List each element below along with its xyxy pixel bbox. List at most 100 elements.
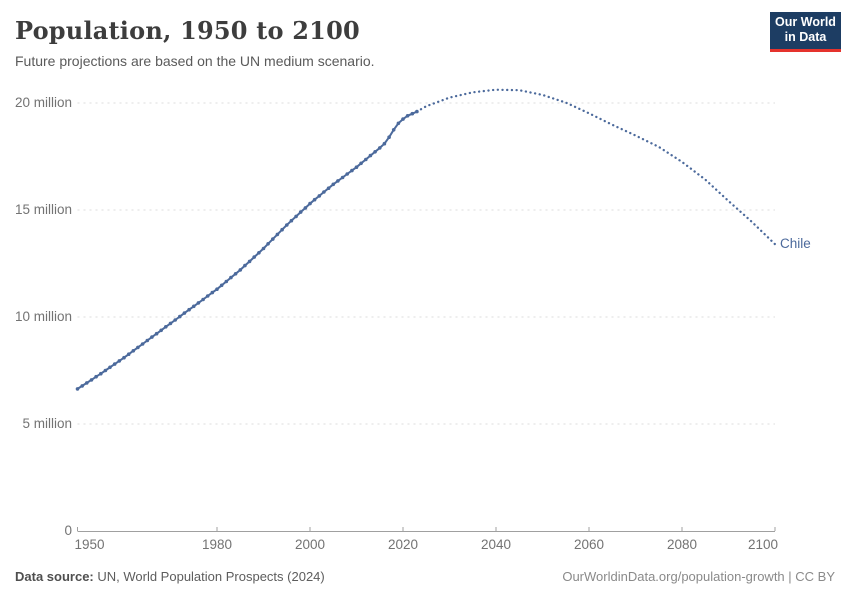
data-point-marker <box>224 279 229 284</box>
data-point-marker <box>285 223 289 227</box>
data-point-marker <box>215 287 219 292</box>
x-tick-label: 1950 <box>74 537 105 552</box>
data-point-marker <box>322 190 326 194</box>
data-point-marker <box>178 314 182 319</box>
data-point-marker <box>275 232 280 237</box>
data-point-marker <box>117 359 122 363</box>
data-point-marker <box>261 246 266 251</box>
owid-logo-line1: Our World <box>775 15 836 29</box>
data-point-marker <box>140 342 145 346</box>
data-point-marker <box>75 387 80 391</box>
projection-line <box>415 88 777 246</box>
data-point-marker <box>201 297 205 302</box>
data-point-marker <box>303 206 308 210</box>
data-point-marker <box>368 153 373 158</box>
data-point-marker <box>294 214 298 219</box>
data-point-marker <box>396 121 401 126</box>
owid-citation-link[interactable]: OurWorldinData.org/population-growth | C… <box>562 569 835 584</box>
data-point-marker <box>126 352 131 357</box>
x-tick-label: 2040 <box>480 537 512 552</box>
data-point-marker <box>331 182 336 187</box>
data-point-marker <box>405 114 410 118</box>
series-entity-label[interactable]: Chile <box>780 236 811 252</box>
x-tick-label: 2100 <box>747 537 779 552</box>
owid-logo-line2: in Data <box>784 30 827 44</box>
data-point-marker <box>391 128 396 132</box>
data-point-marker <box>196 301 201 305</box>
data-point-marker <box>233 272 238 276</box>
data-point-marker <box>122 355 126 360</box>
data-point-marker <box>229 275 233 280</box>
data-point-marker <box>182 311 187 315</box>
data-point-marker <box>378 146 382 150</box>
data-point-marker <box>312 197 317 202</box>
data-point-marker <box>271 237 275 241</box>
data-point-marker <box>136 345 140 350</box>
data-point-marker <box>410 111 415 116</box>
data-point-marker <box>354 165 359 169</box>
data-point-marker <box>336 179 340 183</box>
data-point-marker <box>257 251 261 255</box>
historical-line <box>76 110 418 390</box>
data-source-text: UN, World Population Prospects (2024) <box>93 569 325 584</box>
data-point-marker <box>219 283 224 288</box>
data-point-marker <box>108 365 112 370</box>
y-tick-label: 10 million <box>14 309 72 324</box>
data-point-marker <box>173 318 177 322</box>
data-point-marker <box>210 290 215 295</box>
data-point-marker <box>94 374 98 379</box>
data-point-marker <box>359 161 363 166</box>
x-tick-label: 2020 <box>387 537 419 552</box>
data-point-marker <box>89 378 94 382</box>
data-point-marker <box>364 157 368 162</box>
page-title: Population, 1950 to 2100 <box>15 16 360 45</box>
data-point-marker <box>103 368 108 373</box>
data-source-note: Data source: UN, World Population Prospe… <box>15 569 325 584</box>
data-source-label: Data source: <box>15 569 94 584</box>
data-point-marker <box>280 227 284 232</box>
data-point-marker <box>145 338 150 343</box>
data-point-marker <box>243 263 247 268</box>
data-point-marker <box>326 186 331 190</box>
data-point-marker <box>85 381 89 385</box>
data-point-marker <box>401 117 405 121</box>
data-point-marker <box>192 304 196 309</box>
data-point-marker <box>345 172 350 176</box>
y-tick-label: 20 million <box>14 95 72 110</box>
data-point-marker <box>131 349 136 353</box>
data-point-marker <box>159 328 163 333</box>
data-point-marker <box>266 242 270 246</box>
x-tick-label: 2000 <box>294 537 326 552</box>
data-point-marker <box>164 325 168 329</box>
data-point-marker <box>205 294 210 298</box>
data-point-marker <box>317 194 322 198</box>
data-point-marker <box>112 362 117 366</box>
x-tick-label: 2060 <box>573 537 605 552</box>
y-tick-label: 15 million <box>14 202 72 217</box>
data-point-marker <box>308 201 312 206</box>
data-point-marker <box>187 307 191 312</box>
x-tick-label: 2080 <box>666 537 698 552</box>
data-point-marker <box>350 168 354 173</box>
data-point-marker <box>382 141 387 146</box>
data-point-marker <box>252 255 256 259</box>
data-point-marker <box>387 135 391 139</box>
data-point-marker <box>168 321 173 326</box>
owid-logo[interactable]: Our World in Data <box>770 12 841 52</box>
y-tick-label: 5 million <box>22 416 72 431</box>
chart-subtitle: Future projections are based on the UN m… <box>15 53 375 69</box>
data-point-marker <box>238 268 243 272</box>
y-tick-label: 0 <box>64 523 72 538</box>
data-point-marker <box>340 175 345 180</box>
data-point-marker <box>373 150 377 154</box>
data-point-marker <box>247 259 252 264</box>
x-tick-label: 1980 <box>201 537 233 552</box>
data-point-marker <box>80 384 84 388</box>
data-point-marker <box>99 371 103 376</box>
data-point-marker <box>298 210 303 214</box>
data-point-marker <box>154 331 159 336</box>
data-point-marker <box>150 335 154 339</box>
data-point-marker <box>289 218 294 223</box>
